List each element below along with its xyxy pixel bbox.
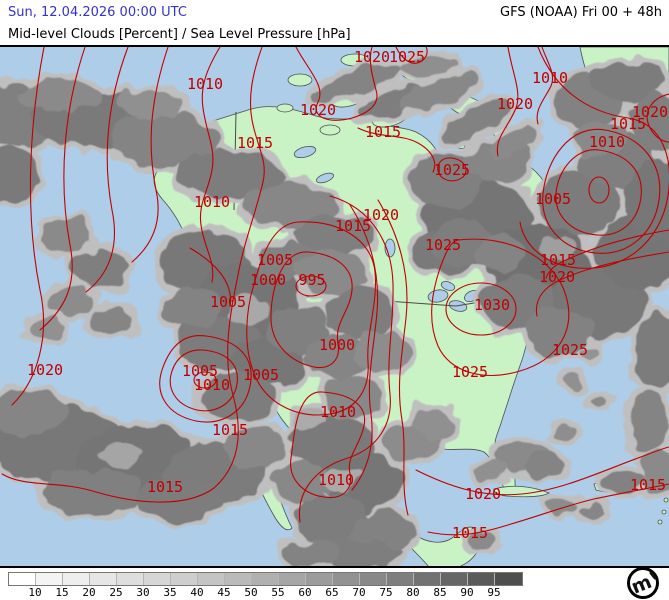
legend-cell bbox=[144, 573, 171, 585]
legend-cell bbox=[63, 573, 90, 585]
logo-circle-icon bbox=[627, 567, 659, 599]
legend-cell bbox=[387, 573, 414, 585]
legend-tick-label: 75 bbox=[379, 586, 393, 599]
map-bottom-border bbox=[0, 566, 669, 568]
legend-tick-label: 10 bbox=[28, 586, 42, 599]
map-canvas bbox=[0, 45, 669, 568]
cuba-island bbox=[493, 485, 550, 498]
legend-tick-label: 30 bbox=[136, 586, 150, 599]
legend-tick-label: 65 bbox=[325, 586, 339, 599]
legend-cell bbox=[252, 573, 279, 585]
legend-tick-label: 50 bbox=[244, 586, 258, 599]
legend-tick-label: 85 bbox=[433, 586, 447, 599]
legend-cell bbox=[333, 573, 360, 585]
legend-cell bbox=[468, 573, 495, 585]
legend-cell bbox=[198, 573, 225, 585]
legend-cell bbox=[306, 573, 333, 585]
legend-cell bbox=[414, 573, 441, 585]
legend-tick-label: 90 bbox=[460, 586, 474, 599]
legend-tick-label: 35 bbox=[163, 586, 177, 599]
header-model-run: GFS (NOAA) Fri 00 + 48h bbox=[500, 5, 662, 20]
legend-cell bbox=[495, 573, 522, 585]
legend-ticks: 10 15 20 25 30 35 40 45 50 55 60 65 70 75 80 85 90 95 bbox=[0, 586, 669, 600]
legend-cell bbox=[225, 573, 252, 585]
legend-tick-label: 70 bbox=[352, 586, 366, 599]
weather-map bbox=[0, 45, 669, 568]
legend-cell bbox=[36, 573, 63, 585]
map-top-border bbox=[0, 45, 669, 47]
isobar-contour-layer bbox=[1, 46, 669, 536]
legend-tick-label: 95 bbox=[487, 586, 501, 599]
legend-tick-label: 45 bbox=[217, 586, 231, 599]
legend-cell bbox=[171, 573, 198, 585]
legend-cell bbox=[117, 573, 144, 585]
legend-tick-label: 25 bbox=[109, 586, 123, 599]
site-logo: m bbox=[627, 567, 659, 599]
header-datetime: Sun, 12.04.2026 00:00 UTC bbox=[8, 5, 187, 20]
map-title: Mid-level Clouds [Percent] / Sea Level P… bbox=[8, 27, 351, 42]
legend-tick-label: 60 bbox=[298, 586, 312, 599]
legend-tick-label: 55 bbox=[271, 586, 285, 599]
legend-cell bbox=[360, 573, 387, 585]
legend-tick-label: 15 bbox=[55, 586, 69, 599]
legend-tick-label: 80 bbox=[406, 586, 420, 599]
legend-cell bbox=[90, 573, 117, 585]
legend-cell bbox=[441, 573, 468, 585]
legend-cell bbox=[279, 573, 306, 585]
logo-tick-icon bbox=[649, 571, 657, 580]
legend-cell bbox=[9, 573, 36, 585]
legend-tick-label: 20 bbox=[82, 586, 96, 599]
legend-bar bbox=[8, 572, 523, 586]
legend-tick-label: 40 bbox=[190, 586, 204, 599]
cloud-cover-legend: 10 15 20 25 30 35 40 45 50 55 60 65 70 75 80 85 90 95 bbox=[0, 570, 669, 600]
